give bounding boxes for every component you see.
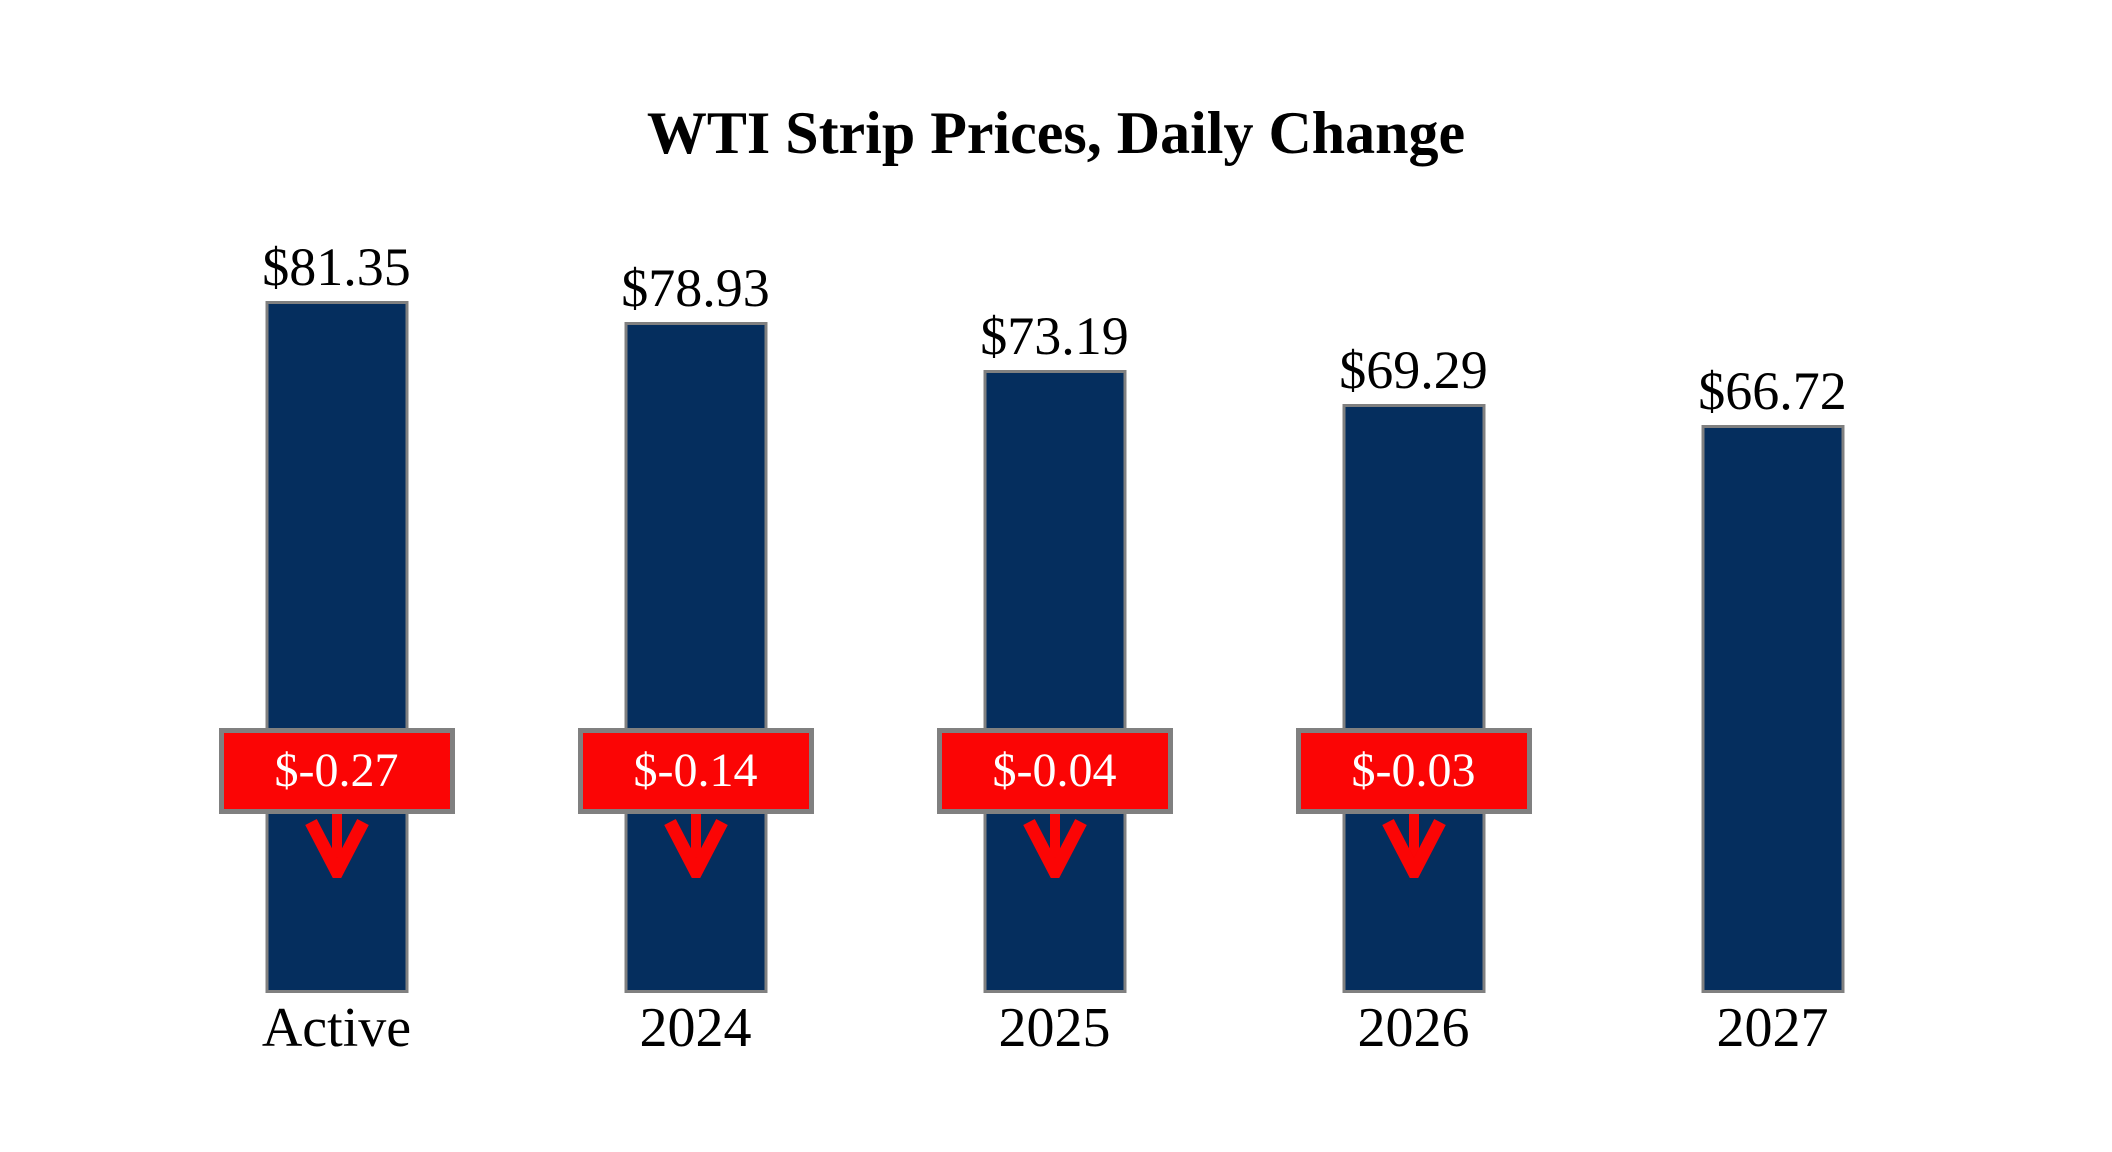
category-label: 2024 bbox=[639, 997, 752, 1059]
bar: $73.19 bbox=[980, 309, 1129, 993]
chart-title: WTI Strip Prices, Daily Change bbox=[646, 100, 1466, 166]
down-arrow-icon bbox=[304, 814, 369, 878]
bar-value-label: $69.29 bbox=[1339, 340, 1488, 400]
change-badge-label: $-0.03 bbox=[1351, 744, 1476, 797]
change-badge: $-0.27 bbox=[218, 728, 455, 814]
change-badge: $-0.14 bbox=[577, 728, 814, 814]
category-label: Active bbox=[261, 997, 412, 1059]
bar: $81.35 bbox=[262, 240, 411, 993]
change-badge-label: $-0.27 bbox=[274, 744, 399, 797]
category-label: 2027 bbox=[1716, 997, 1829, 1059]
bar-group-2026: $69.29 $-0.03 2026 bbox=[1234, 0, 1593, 1152]
bar-value-label: $73.19 bbox=[980, 306, 1129, 366]
bar-group-2024: $78.93 $-0.14 2024 bbox=[516, 0, 875, 1152]
change-badge: $-0.04 bbox=[936, 728, 1173, 814]
change-badge-label: $-0.14 bbox=[633, 744, 758, 797]
down-arrow-icon bbox=[1022, 814, 1087, 878]
bar: $78.93 bbox=[621, 261, 770, 993]
category-label: 2026 bbox=[1357, 997, 1470, 1059]
plot-area: $81.35 $-0.27 Active $78.93 $-0.14 2024 $73.19… bbox=[157, 0, 1952, 1152]
change-badge-label: $-0.04 bbox=[992, 744, 1117, 797]
down-arrow-icon bbox=[663, 814, 728, 878]
bar-group-2027: $66.72 2027 bbox=[1593, 0, 1952, 1152]
change-badge: $-0.03 bbox=[1295, 728, 1532, 814]
bar-value-label: $81.35 bbox=[262, 237, 411, 297]
bar: $69.29 bbox=[1339, 343, 1488, 993]
bar-group-2025: $73.19 $-0.04 2025 bbox=[875, 0, 1234, 1152]
bar-value-label: $78.93 bbox=[621, 258, 770, 318]
category-label: 2025 bbox=[998, 997, 1111, 1059]
bar-value-label: $66.72 bbox=[1698, 361, 1847, 421]
down-arrow-icon bbox=[1381, 814, 1446, 878]
bar-group-active: $81.35 $-0.27 Active bbox=[157, 0, 516, 1152]
bar: $66.72 bbox=[1698, 364, 1847, 993]
